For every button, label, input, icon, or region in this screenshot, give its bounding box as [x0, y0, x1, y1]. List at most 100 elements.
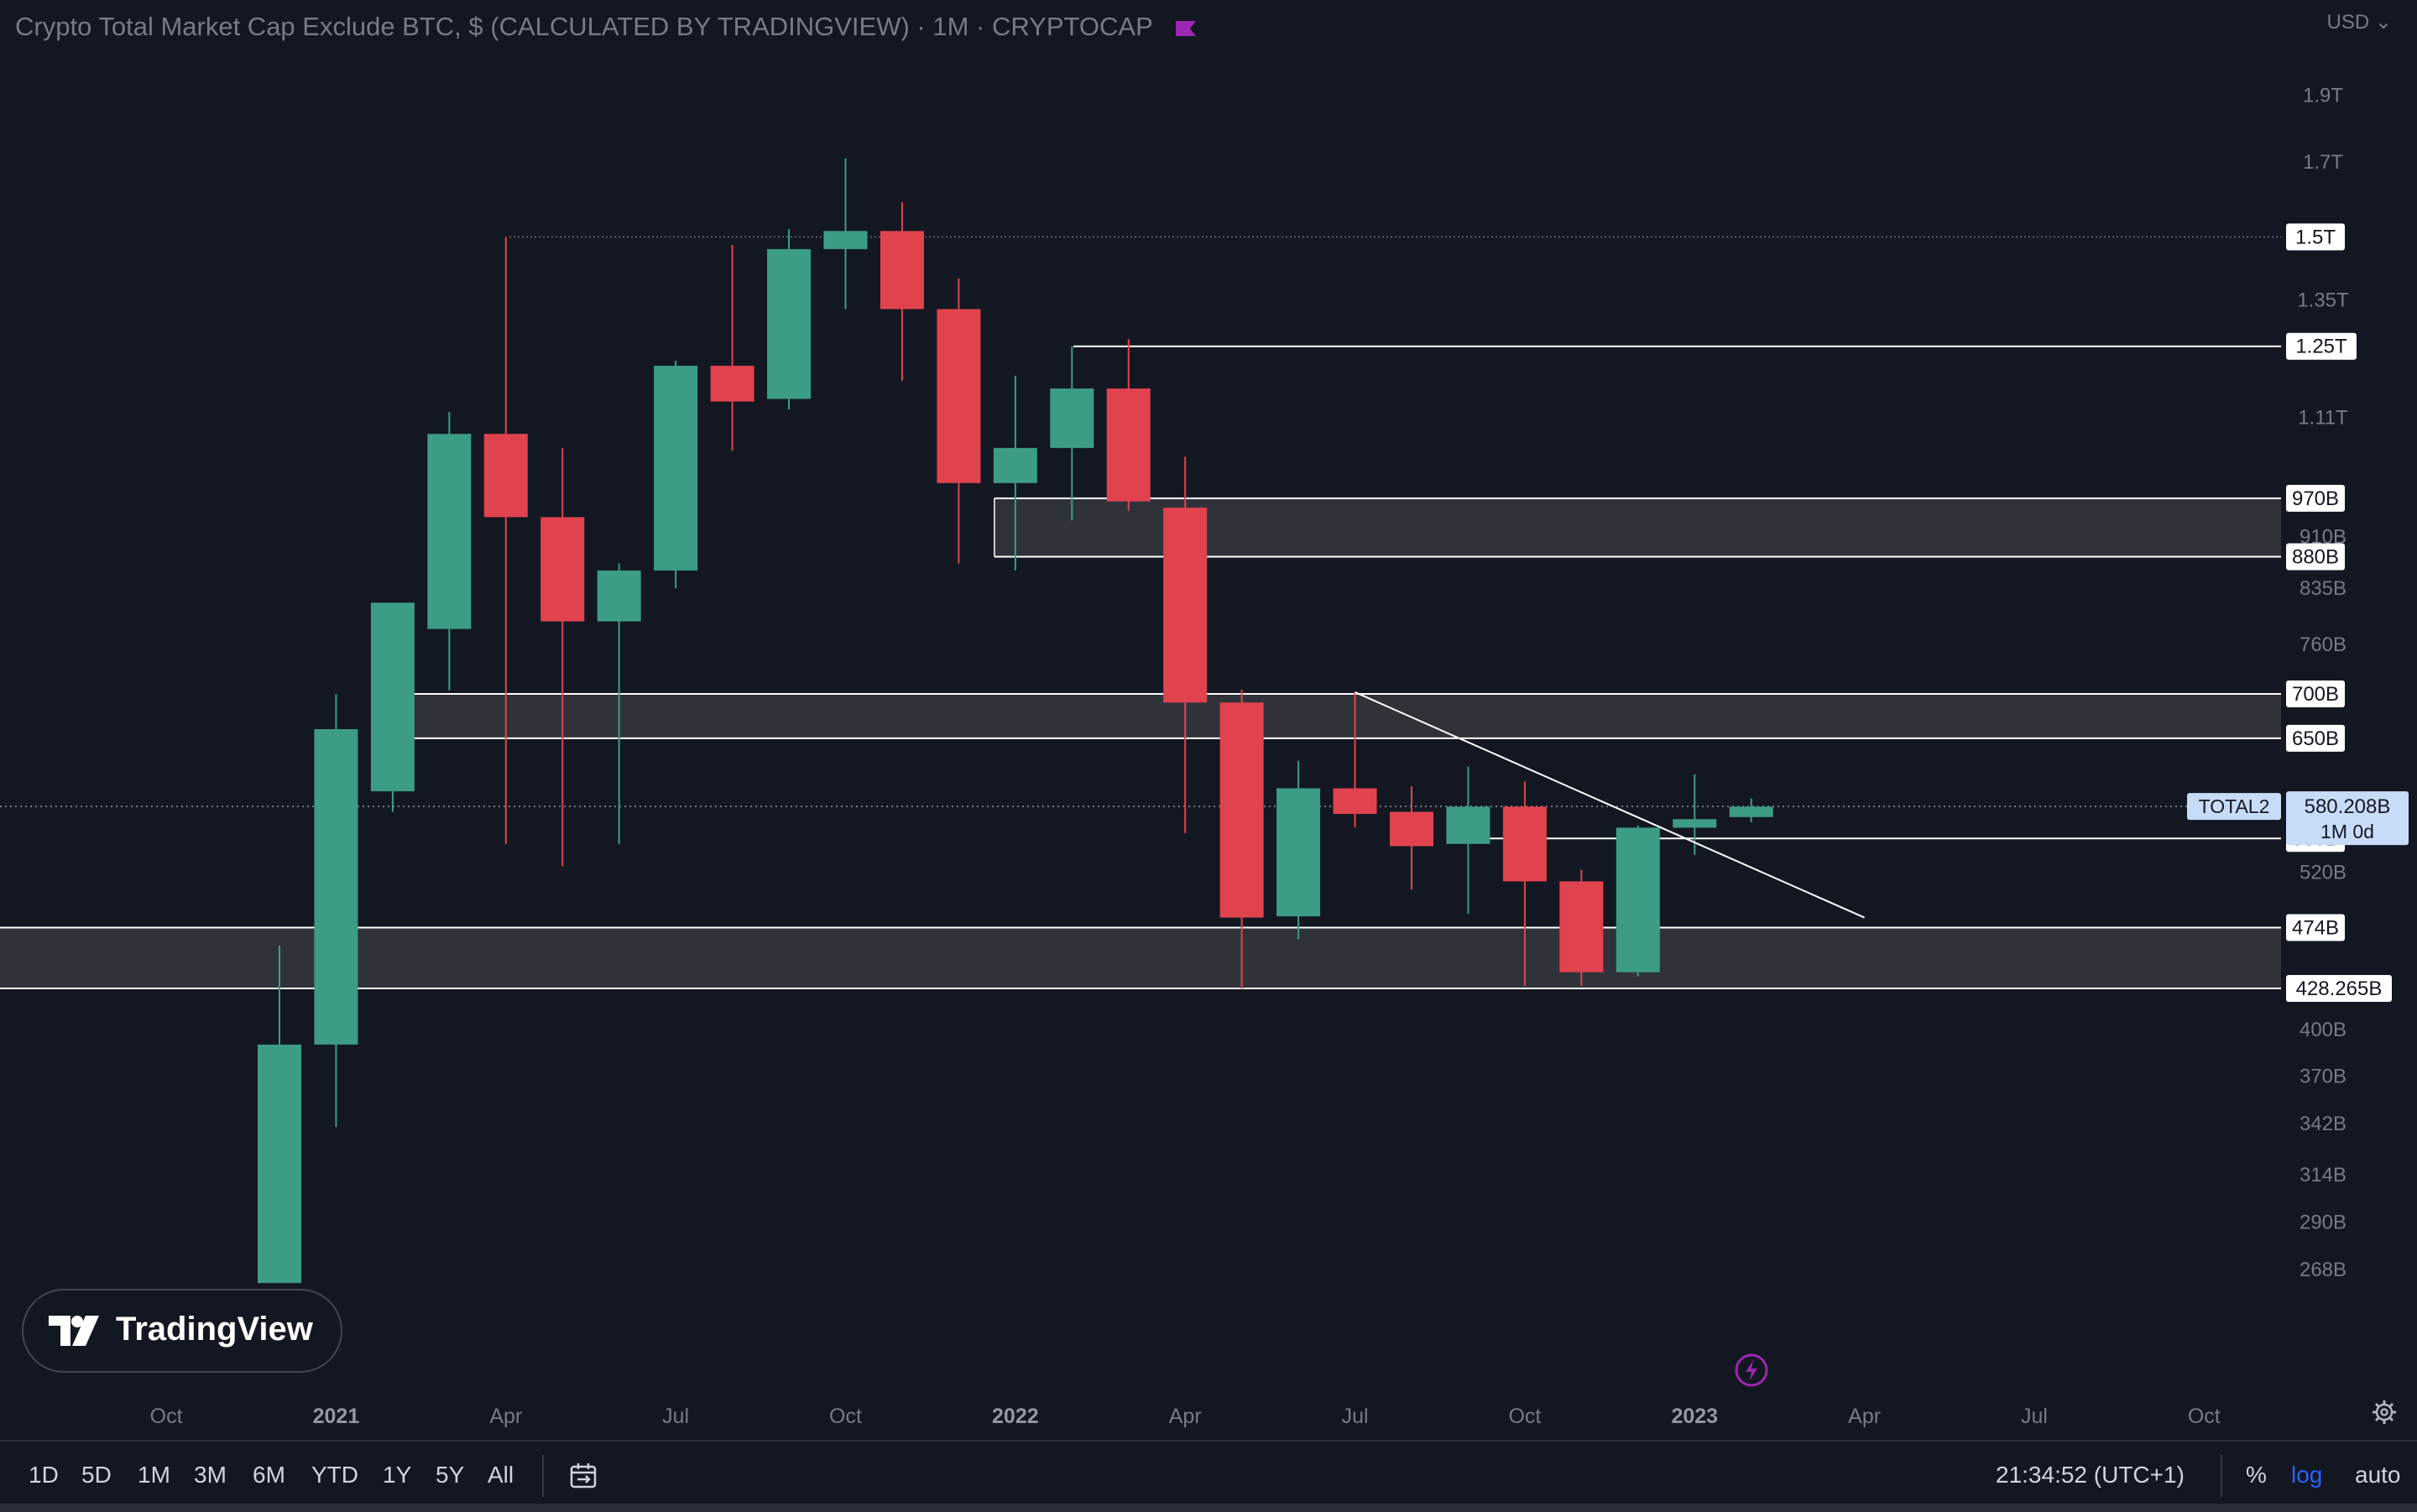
range-button-3m[interactable]: 3M	[194, 1462, 227, 1488]
clock-time[interactable]: 21:34:52 (UTC+1)	[1996, 1462, 2185, 1488]
time-axis[interactable]: Oct 2021 Apr Jul Oct 2022 Apr Jul Oct 2023 Apr Jul O…	[150, 1405, 2221, 1428]
symbol-tag	[2187, 793, 2281, 821]
candle-body	[1446, 806, 1490, 844]
price-tick-label: 268B	[2300, 1259, 2347, 1281]
candle	[483, 237, 528, 844]
symbol-tag-label: TOTAL2	[2199, 795, 2270, 817]
candle	[1729, 798, 1773, 823]
candle	[1559, 869, 1604, 987]
candle-body	[1050, 388, 1094, 448]
zone-rect	[371, 693, 2282, 738]
chevron-down-icon: ⌄	[2374, 11, 2392, 34]
candle-body	[710, 365, 754, 402]
candle-body	[1502, 806, 1547, 882]
tradingview-logo[interactable]: TradingView	[22, 1289, 342, 1373]
log-toggle[interactable]: log	[2291, 1462, 2323, 1488]
candle	[1219, 689, 1264, 989]
countdown-label: 1M 0d	[2320, 821, 2374, 842]
range-button-all[interactable]: All	[488, 1462, 514, 1488]
time-tick-label: 2021	[313, 1405, 360, 1428]
candle-body	[370, 602, 415, 792]
time-tick-label: Oct	[2188, 1405, 2221, 1428]
time-tick-label: Oct	[150, 1405, 183, 1428]
time-tick-label: Apr	[489, 1405, 522, 1428]
candle	[314, 693, 358, 1127]
price-tick-label: 342B	[2300, 1113, 2347, 1135]
price-tick-label: 760B	[2300, 633, 2347, 656]
range-button-ytd[interactable]: YTD	[311, 1462, 358, 1488]
tradingview-logo-text: TradingView	[116, 1311, 313, 1348]
price-level-tag-label: 700B	[2292, 683, 2339, 706]
levels-layer	[0, 236, 2281, 990]
percent-toggle[interactable]: %	[2246, 1462, 2267, 1488]
candle-body	[1390, 811, 1433, 847]
candle	[370, 602, 415, 812]
flag-icon[interactable]	[1175, 19, 1197, 38]
time-tick-label: Jul	[1342, 1405, 1369, 1428]
price-level-tag	[2286, 914, 2345, 941]
candle-body	[1559, 881, 1604, 972]
price-tick-label: 290B	[2300, 1212, 2347, 1234]
candle	[1390, 786, 1433, 890]
candle-body	[993, 447, 1037, 483]
price-level-tag	[2286, 724, 2345, 752]
toolbar-divider	[2221, 1455, 2222, 1497]
price-tick-label: 1.7T	[2303, 151, 2343, 174]
currency-selector[interactable]: USD ⌄	[2327, 10, 2392, 34]
currency-label: USD	[2326, 11, 2370, 34]
candle-body	[314, 729, 358, 1045]
time-tick-label: Apr	[1848, 1405, 1881, 1428]
candle-body	[483, 434, 528, 518]
candle-body	[937, 309, 981, 483]
candle-body	[1276, 788, 1321, 917]
auto-toggle[interactable]: auto	[2355, 1462, 2401, 1488]
price-level-tag-label: 650B	[2292, 727, 2339, 750]
candle	[1276, 760, 1321, 940]
price-level-tag	[2286, 975, 2392, 1003]
time-tick-label: Jul	[662, 1405, 689, 1428]
time-tick-label: Jul	[2021, 1405, 2048, 1428]
candle	[1446, 766, 1490, 915]
price-tick-label: 370B	[2300, 1066, 2347, 1088]
candle	[597, 563, 641, 844]
price-tick-label: 1.11T	[2298, 407, 2348, 430]
time-tick-label: Apr	[1169, 1405, 1202, 1428]
time-tick-label: 2022	[992, 1405, 1039, 1428]
calendar-range-icon[interactable]	[569, 1462, 599, 1490]
candle	[1050, 346, 1094, 521]
price-level-tag-label: 1.25T	[2295, 336, 2347, 358]
gear-icon[interactable]	[2372, 1400, 2397, 1425]
zones-layer	[0, 498, 2282, 989]
candle-body	[597, 570, 641, 622]
candle	[1106, 339, 1151, 511]
range-button-1d[interactable]: 1D	[29, 1462, 59, 1488]
last-price-tag	[2286, 791, 2409, 846]
price-tick-label: 835B	[2300, 577, 2347, 600]
range-button-6m[interactable]: 6M	[253, 1462, 285, 1488]
range-button-5y[interactable]: 5Y	[436, 1462, 465, 1488]
candle-body	[1219, 702, 1264, 918]
chart-title[interactable]: Crypto Total Market Cap Exclude BTC, $ (…	[15, 12, 1197, 42]
lightning-icon[interactable]	[1734, 1353, 1769, 1388]
candle	[937, 278, 981, 564]
range-button-1m[interactable]: 1M	[138, 1462, 170, 1488]
candle-body	[767, 248, 812, 399]
range-button-5d[interactable]: 5D	[81, 1462, 112, 1488]
toolbar-divider	[542, 1455, 544, 1497]
price-level-tag	[2286, 543, 2345, 571]
candle	[767, 228, 812, 409]
price-tick-label: 314B	[2300, 1164, 2347, 1186]
range-button-1y[interactable]: 1Y	[383, 1462, 412, 1488]
price-level-tag-label: 474B	[2292, 917, 2339, 940]
bottom-scroll-strip	[0, 1504, 2417, 1512]
price-level-tag	[2286, 332, 2357, 360]
candles-layer	[258, 158, 1773, 1284]
bottom-toolbar: 1D 5D 1M 3M 6M YTD 1Y 5Y All 21:34:52 (U…	[0, 1440, 2417, 1512]
price-level-tag-label: 970B	[2292, 487, 2339, 510]
zone-rect	[994, 498, 2281, 557]
price-level-tag-label: 880B	[2292, 545, 2339, 568]
price-axis[interactable]: 1.9T1.7T1.35T1.11T910B835B760B520B400B37…	[2187, 85, 2409, 1281]
trendline	[1355, 691, 1866, 919]
price-tick-label: 1.9T	[2303, 85, 2343, 107]
